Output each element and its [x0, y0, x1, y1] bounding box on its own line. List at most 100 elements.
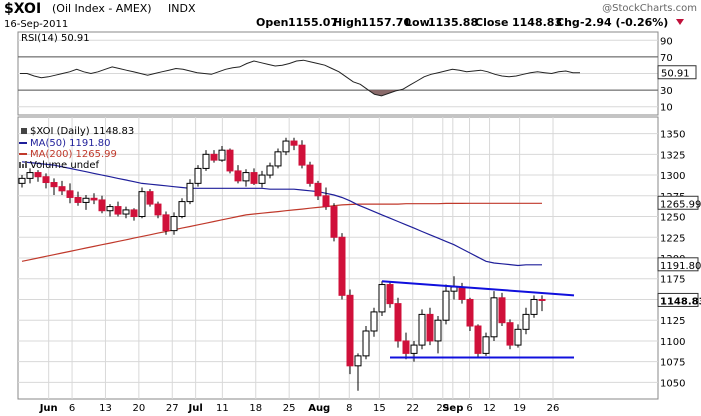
candle-body — [154, 203, 162, 216]
resistance-trendline — [381, 280, 575, 297]
candle-body — [306, 164, 314, 184]
candle-body — [530, 298, 538, 315]
high-label: High — [333, 16, 362, 29]
date-tick-label: 15 — [373, 403, 386, 414]
candle-body — [106, 206, 114, 212]
legend-price: $XOI (Daily) 1148.83 — [30, 126, 134, 137]
date-tick-label: Jun — [39, 403, 58, 414]
candle — [122, 206, 130, 219]
candle-body — [18, 177, 26, 184]
candle-body — [186, 182, 194, 203]
candle-body — [218, 149, 226, 161]
candle — [434, 316, 442, 354]
symbol: $XOI — [4, 1, 41, 17]
price-label: 1191.80 — [660, 261, 701, 272]
date-tick-label: 18 — [249, 403, 262, 414]
watermark: @StockCharts.com — [602, 3, 697, 14]
candle-body — [258, 174, 266, 184]
date-tick-label: 25 — [283, 403, 296, 414]
candle — [98, 195, 106, 214]
candle-body — [242, 172, 250, 182]
date-tick-label: 6 — [466, 403, 472, 414]
candle — [426, 307, 434, 346]
price-label-box — [657, 257, 699, 272]
candle-body — [226, 149, 234, 172]
candle — [330, 203, 338, 242]
candle — [90, 193, 98, 205]
price-label-box — [657, 292, 699, 307]
candle-body — [266, 165, 274, 176]
price-tick-label: 1300 — [660, 171, 685, 182]
date-tick-label: 13 — [99, 403, 112, 414]
high-value: 1157.70 — [361, 16, 411, 29]
candle-body — [34, 172, 42, 178]
candle-body — [162, 214, 170, 232]
candle-body — [170, 216, 178, 232]
candle-body — [98, 199, 106, 212]
candle-body — [82, 197, 90, 203]
candle — [274, 148, 282, 169]
candle-body — [330, 206, 338, 238]
candle-body — [410, 344, 418, 354]
candle — [522, 307, 530, 335]
date-tick-label: Aug — [308, 403, 330, 414]
candle — [418, 309, 426, 350]
candle — [266, 162, 274, 179]
candle — [506, 319, 514, 350]
candle — [178, 198, 186, 219]
candle-body — [538, 298, 546, 301]
candle-body — [26, 172, 34, 179]
candle — [154, 201, 162, 219]
candle-body — [146, 191, 154, 205]
candle-body — [130, 209, 138, 218]
candle — [538, 295, 546, 312]
price-label: 1265.99 — [660, 199, 701, 210]
candle — [58, 180, 66, 195]
price-tick-label: 1175 — [660, 275, 685, 286]
candle-body — [346, 294, 354, 367]
candle — [210, 150, 218, 163]
date-tick-label: 12 — [483, 403, 496, 414]
candle — [66, 183, 74, 204]
open-value: 1155.07 — [288, 16, 338, 29]
candle-body — [426, 313, 434, 342]
candle-body — [58, 186, 66, 192]
candle — [162, 211, 170, 235]
candle-body — [386, 284, 394, 305]
candle — [378, 281, 386, 317]
candle-body — [522, 313, 530, 330]
candle-body — [354, 355, 362, 367]
price-panel: 1350132513001275125012251200117511501125… — [17, 116, 701, 414]
candle-body — [474, 325, 482, 354]
rsi-plot: 50.91 — [20, 59, 697, 97]
candle — [322, 187, 330, 210]
candle — [234, 165, 242, 184]
date-tick-label: 11 — [216, 403, 229, 414]
candle-body — [394, 303, 402, 342]
rsi-grid — [18, 39, 658, 108]
candle-body — [250, 172, 258, 184]
close-label: Close — [475, 16, 508, 29]
price-tick-label: 1075 — [660, 358, 685, 369]
price-tick-label: 1125 — [660, 316, 685, 327]
price-grid — [18, 117, 658, 399]
trendlines — [381, 280, 575, 359]
candle-body — [338, 236, 346, 296]
candle-body — [482, 336, 490, 354]
candle-body — [274, 151, 282, 167]
chg-value: -2.94 (-0.26%) — [580, 16, 668, 29]
candle — [226, 148, 234, 174]
candle — [250, 168, 258, 186]
legend-swatch-price — [21, 128, 27, 134]
candle — [370, 307, 378, 337]
close-value: 1148.83 — [512, 16, 562, 29]
candle-body — [234, 170, 242, 182]
low-value: 1135.88 — [428, 16, 478, 29]
candle-body — [322, 195, 330, 208]
candle — [474, 324, 482, 358]
candle — [306, 161, 314, 187]
date-tick-label: Sep — [442, 403, 463, 414]
candle — [146, 189, 154, 207]
candle-body — [74, 196, 82, 203]
candle-body — [138, 191, 146, 218]
